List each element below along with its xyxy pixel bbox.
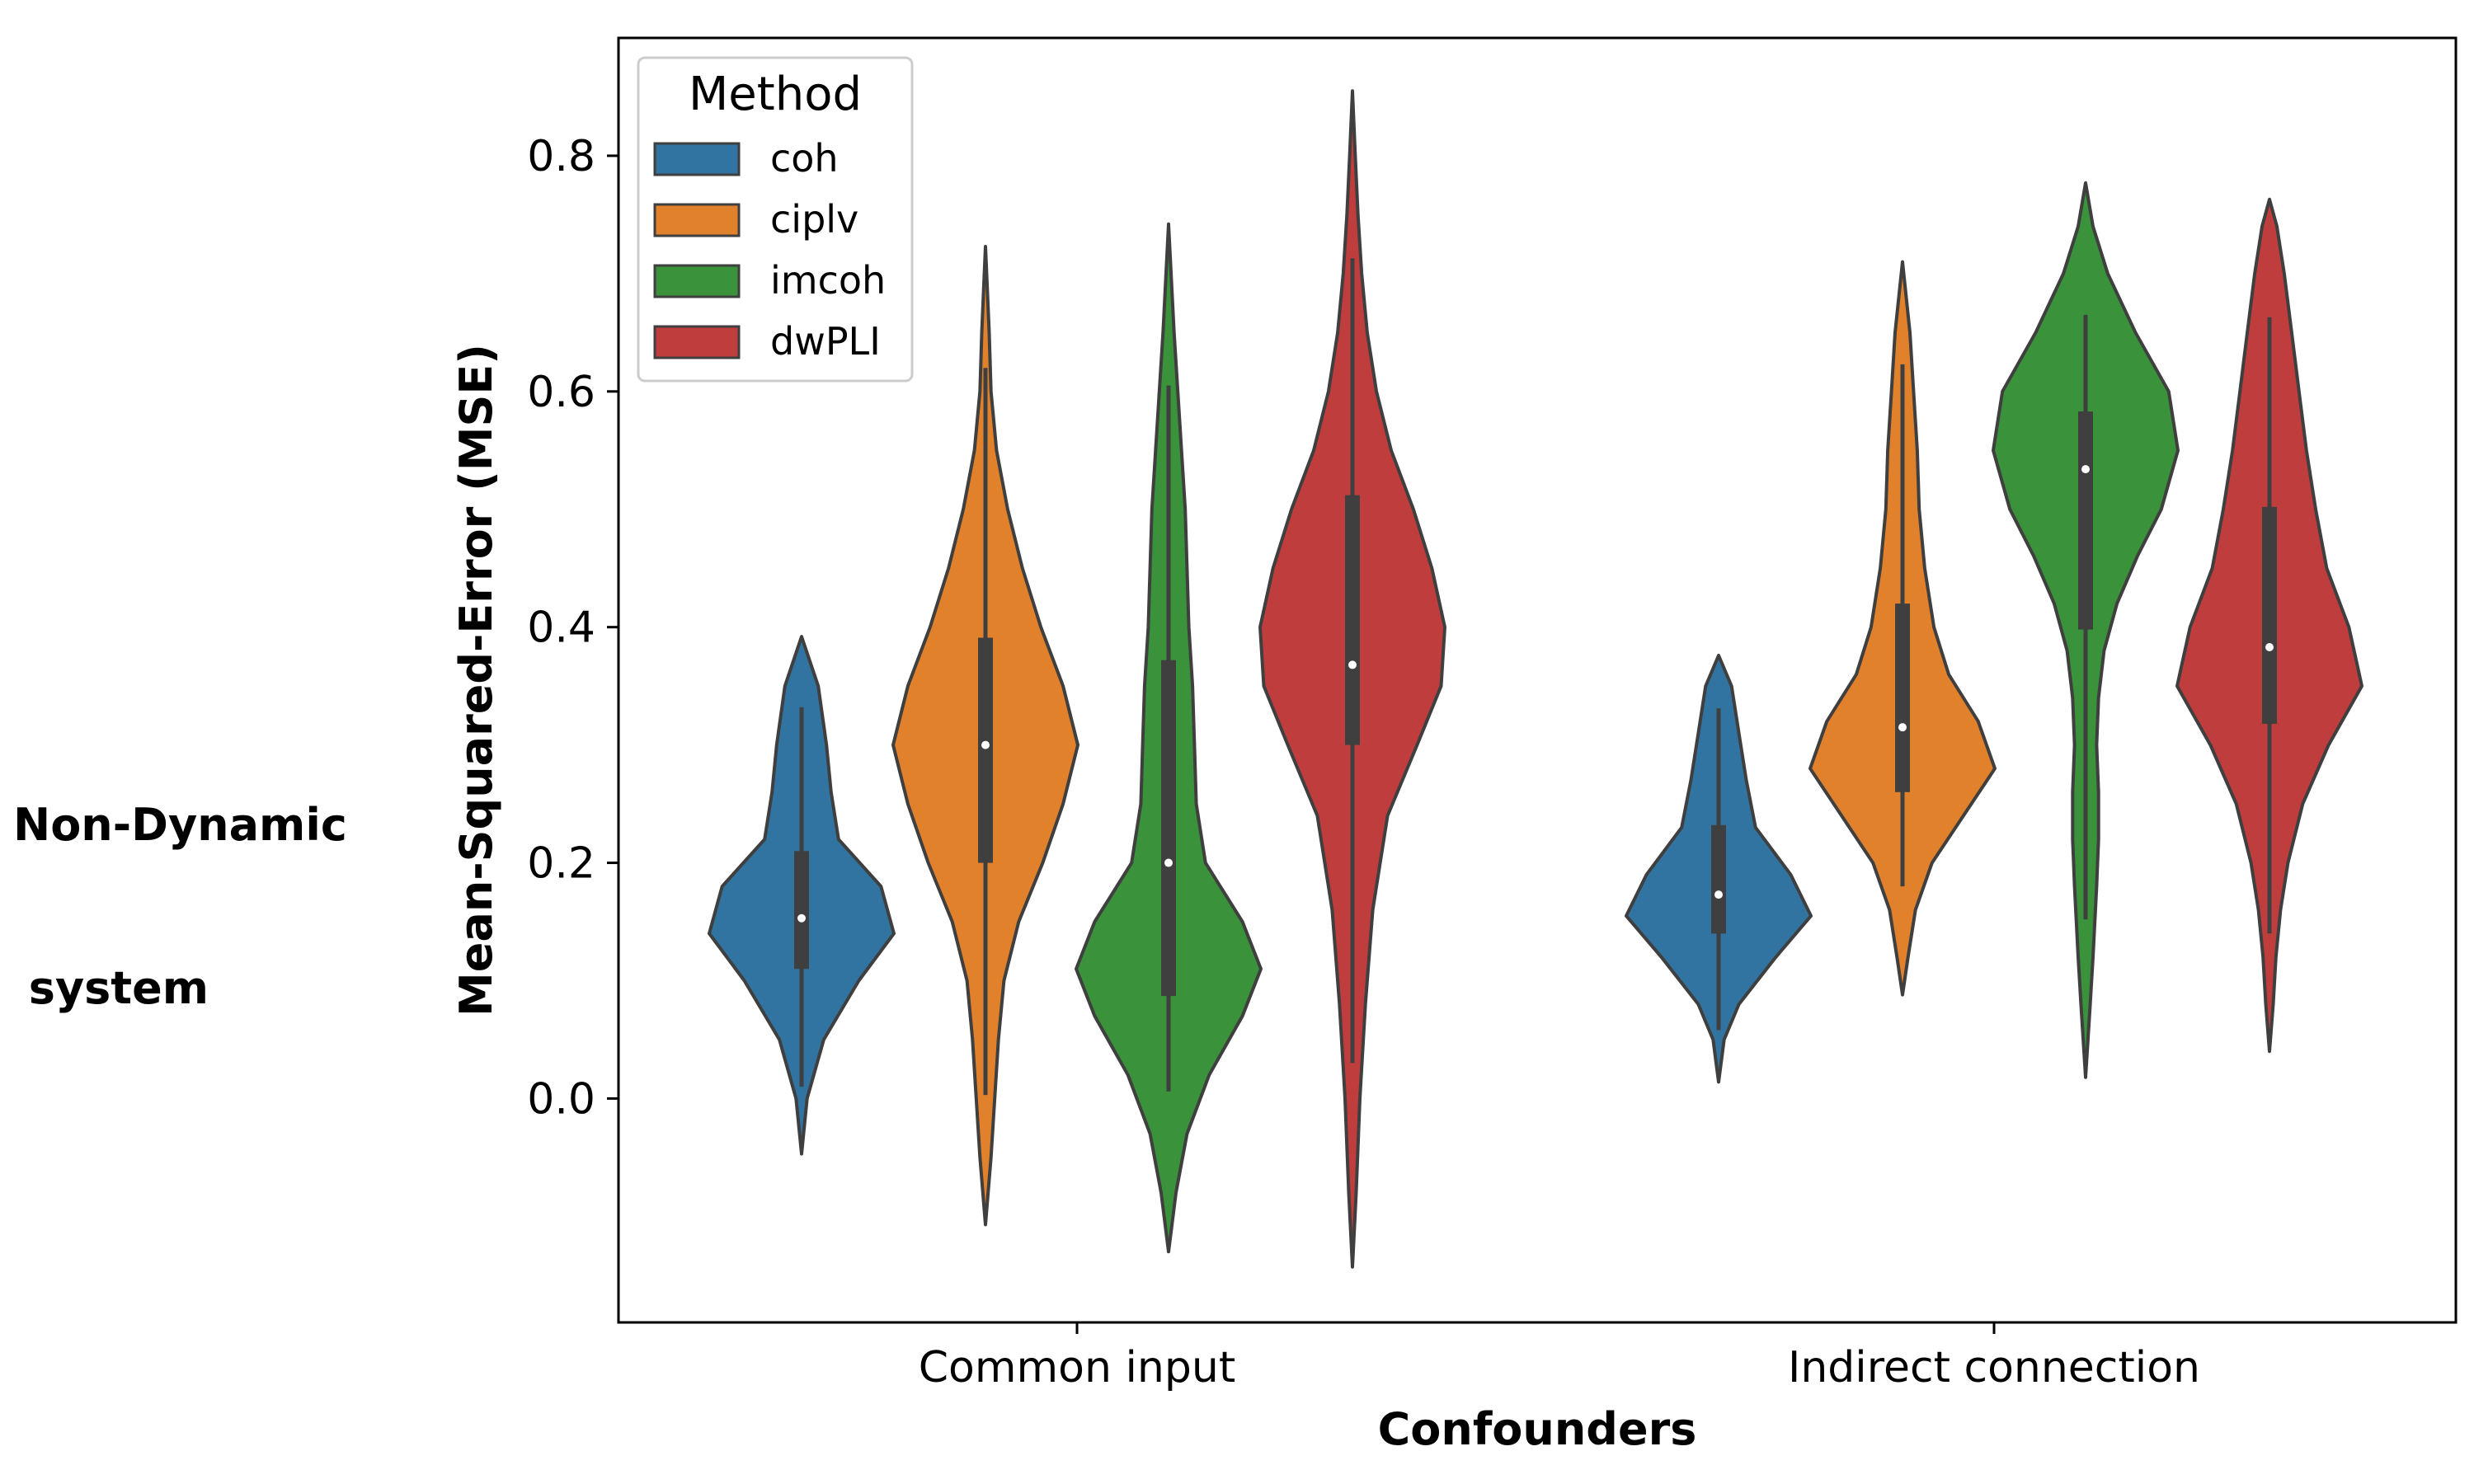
violin-median xyxy=(981,740,990,749)
row-label-line-1: Non-Dynamic xyxy=(13,799,347,851)
legend-swatch xyxy=(653,325,741,359)
legend: Method coh ciplv imcoh dwPLI xyxy=(637,56,914,383)
violin-imcoh-1 xyxy=(1075,222,1263,1254)
violin-iqr-box xyxy=(794,851,809,970)
y-tick-label: 0.4 xyxy=(527,603,595,653)
violin-median xyxy=(797,913,806,923)
violin-median xyxy=(1898,723,1907,732)
legend-entry-dwPLI: dwPLI xyxy=(653,319,881,364)
y-axis: 0.0 0.2 0.4 0.6 0.8 xyxy=(527,132,618,1124)
violin-iqr-box xyxy=(1345,495,1360,745)
violin-median xyxy=(1714,890,1723,899)
plot-frame xyxy=(617,36,2458,1324)
y-axis-title: Mean-Squared-Error (MSE) xyxy=(450,344,502,1017)
violin-median xyxy=(1348,660,1357,669)
legend-box xyxy=(637,56,914,383)
x-axis-title: Confounders xyxy=(1378,1403,1697,1455)
x-tick-label: Common input xyxy=(919,1343,1236,1392)
y-tick-label: 0.2 xyxy=(527,839,595,889)
x-tick-label: Indirect connection xyxy=(1788,1343,2200,1392)
violin-dwPLI-1 xyxy=(1258,89,1446,1269)
violin-coh-2 xyxy=(1625,654,1813,1084)
legend-label: coh xyxy=(770,136,839,181)
violin-iqr-box xyxy=(2078,411,2093,630)
violins-layer xyxy=(708,89,2363,1269)
violin-ciplv-1 xyxy=(891,245,1079,1227)
legend-entry-ciplv: ciplv xyxy=(653,197,858,242)
violin-iqr-box xyxy=(1895,603,1910,792)
violin-median xyxy=(1164,858,1173,867)
legend-swatch xyxy=(653,264,741,298)
violin-iqr-box xyxy=(978,637,993,863)
violin-ciplv-2 xyxy=(1808,260,1997,997)
y-tick-label: 0.0 xyxy=(527,1074,595,1124)
violin-imcoh-2 xyxy=(1992,181,2180,1079)
x-axis: Common input Indirect connection xyxy=(919,1322,2200,1392)
y-tick-label: 0.8 xyxy=(527,132,595,181)
legend-label: ciplv xyxy=(770,197,858,242)
violin-iqr-box xyxy=(1711,824,1726,934)
legend-entries: coh ciplv imcoh dwPLI xyxy=(653,136,886,364)
legend-title: Method xyxy=(689,68,862,121)
violin-median xyxy=(2081,465,2090,474)
row-label: Non-Dynamic system xyxy=(13,689,347,1070)
legend-label: imcoh xyxy=(770,258,886,303)
violin-median xyxy=(2265,642,2274,651)
legend-swatch xyxy=(653,142,741,176)
violin-dwPLI-2 xyxy=(2175,197,2363,1054)
legend-entry-coh: coh xyxy=(653,136,839,181)
legend-label: dwPLI xyxy=(770,319,881,364)
row-label-line-2: system xyxy=(13,962,209,1014)
violin-coh-1 xyxy=(708,635,896,1156)
violin-iqr-box xyxy=(1161,660,1176,997)
violin-iqr-box xyxy=(2262,506,2277,724)
legend-swatch xyxy=(653,203,741,237)
legend-entry-imcoh: imcoh xyxy=(653,258,886,303)
y-tick-label: 0.6 xyxy=(527,368,595,417)
